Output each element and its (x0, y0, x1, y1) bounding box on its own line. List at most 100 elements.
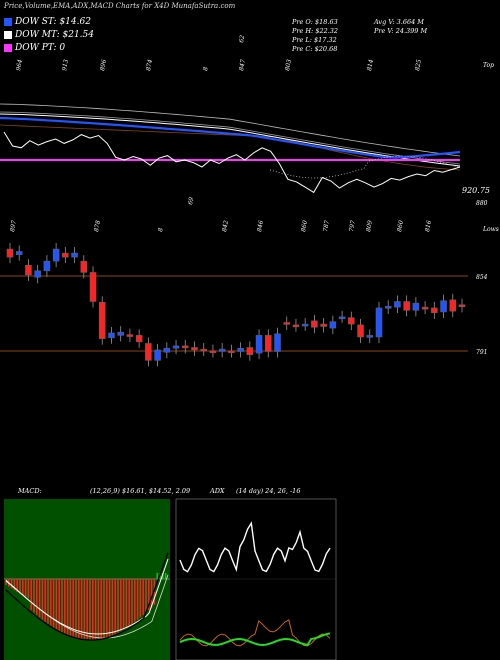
candle (163, 348, 171, 353)
ema-slow-line (0, 124, 461, 171)
candle (62, 252, 69, 258)
candle (191, 347, 198, 351)
macd-line (5, 552, 169, 641)
candle (384, 306, 392, 309)
candle (126, 334, 134, 337)
candle (135, 335, 143, 343)
candle (172, 345, 180, 349)
legend-label: DOW ST: $14.62 (15, 17, 91, 27)
adx-di-minus-line (179, 619, 331, 647)
top-tick-label: 825 (414, 59, 423, 72)
candle-tick-label: 797 (348, 220, 357, 233)
stat-avg-volume: Avg V: 3.664 M (374, 18, 424, 26)
candle (440, 300, 447, 313)
candle (301, 323, 309, 327)
candle-tick-label: 809 (365, 220, 374, 233)
dow-st-line (0, 116, 461, 159)
candle (394, 301, 401, 308)
candle (283, 322, 290, 325)
top-tick-label: 896 (99, 59, 108, 72)
candle (357, 324, 364, 338)
candle (182, 345, 189, 349)
candle (209, 350, 217, 353)
adx-label: ADX (210, 487, 225, 495)
candle (366, 335, 374, 338)
top-tick-label: 8 (202, 66, 210, 71)
macd-label: MACD: (18, 487, 42, 495)
candle (274, 333, 281, 352)
candle (71, 252, 78, 258)
top-tick-label: 62 (238, 34, 246, 43)
candle (145, 343, 152, 361)
legend-label: DOW MT: $21.54 (15, 30, 94, 40)
adx-di-plus-line (179, 521, 331, 573)
candle (108, 332, 115, 339)
candle (6, 248, 14, 258)
candle-tick-label: 897 (9, 220, 18, 233)
legend-item-dow-st: DOW ST: $14.62 (4, 17, 91, 29)
top-tick-label: 874 (145, 59, 154, 72)
candle-tick-label: 787 (322, 220, 331, 233)
adx-panel (175, 498, 337, 660)
candle (329, 321, 337, 329)
candle (218, 348, 226, 352)
mid-tick-label: 69 (187, 196, 195, 205)
candle-tick-label: 846 (256, 220, 265, 233)
candle-tick-label: 860 (300, 220, 309, 233)
candle (421, 306, 429, 310)
top-tick-label: 913 (61, 59, 70, 72)
top-tick-label: 814 (366, 59, 375, 72)
stat-pre-open: Pre O: $18.63 (292, 18, 338, 26)
candle (117, 331, 124, 336)
candle-tick-label: 816 (424, 220, 433, 233)
candle (89, 272, 97, 302)
candle (458, 304, 466, 307)
stat-pre-high: Pre H: $22.32 (292, 27, 339, 35)
level-label-high: 854 (476, 274, 488, 281)
macd-panel (4, 499, 170, 660)
candle-tick-label: 842 (221, 220, 230, 233)
candle (431, 307, 438, 314)
legend-swatch (4, 17, 12, 26)
candle (25, 264, 32, 276)
candle (375, 307, 383, 338)
top-tick-label: 964 (15, 59, 24, 72)
candle (98, 302, 106, 339)
bottom-panel-label: Lows (483, 226, 499, 233)
candle (80, 260, 88, 273)
candle-tick-label: 878 (93, 220, 102, 233)
stat-pre-close: Pre C: $20.68 (292, 45, 338, 53)
candle (237, 348, 244, 352)
top-value-label: 920.75 (462, 186, 490, 195)
page-title: Price,Volume,EMA,ADX,MACD Charts for X4D… (4, 2, 236, 10)
candle (338, 316, 346, 320)
ema-band-lower (0, 111, 461, 165)
adx-line (179, 632, 331, 647)
price-line (3, 131, 461, 194)
dow-mt-line (0, 113, 461, 167)
candle (292, 324, 300, 328)
legend-item-dow-mt: DOW MT: $21.54 (4, 30, 94, 42)
adx-values: (14 day) 24, 26, -16 (236, 487, 301, 495)
level-label-low: 791 (476, 349, 487, 356)
top-tick-label: 803 (284, 59, 293, 72)
adx-background (175, 498, 337, 660)
macd-signal-line (5, 558, 169, 635)
legend-swatch (4, 30, 12, 39)
candle (200, 348, 207, 352)
candle-tick-label: 8 (157, 227, 165, 232)
legend-swatch (4, 43, 12, 52)
candle (449, 299, 457, 312)
candle (52, 248, 60, 262)
ema-band-upper (0, 103, 461, 157)
top-panel-label: Top (483, 62, 494, 69)
macd-values: (12,26,9) $16.61, $14.52, 2.09 (90, 487, 191, 495)
candle-panel: 897 878 8 842 846 860 787 797 809 860 816 880 854 791 (0, 200, 488, 367)
candle (348, 317, 355, 325)
candle (320, 323, 327, 327)
candle (34, 270, 41, 278)
candle-tick-label: 860 (396, 220, 405, 233)
candle (154, 349, 161, 361)
stat-pre-low: Pre L: $17.32 (292, 36, 337, 44)
